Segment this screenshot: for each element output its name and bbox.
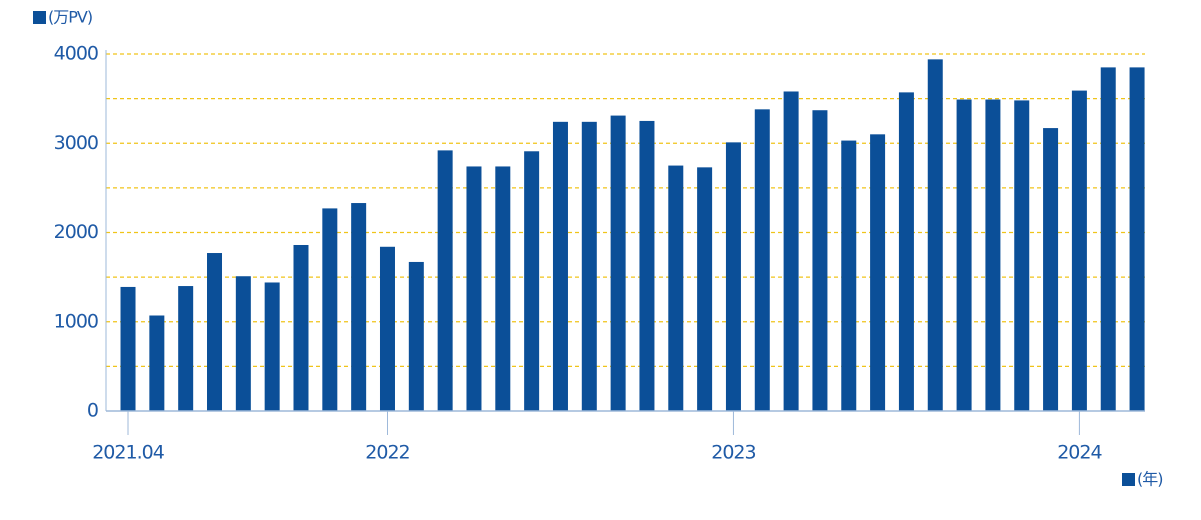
bar [235, 276, 251, 411]
y-tick-label: 2000 [54, 221, 98, 243]
y-tick-label: 0 [87, 400, 98, 422]
x-tick-label: 2023 [711, 442, 755, 464]
bar [437, 150, 453, 411]
bar [1071, 90, 1087, 411]
bar [322, 208, 338, 411]
bar [985, 99, 1001, 411]
bar [1100, 67, 1116, 411]
x-tick-label: 2022 [365, 442, 409, 464]
bar [870, 134, 886, 411]
bar [956, 99, 972, 411]
y-tick-label: 1000 [54, 310, 98, 332]
y-label-square [33, 11, 46, 24]
bar [207, 253, 223, 411]
bar [898, 92, 914, 411]
x-axis-label: (年) [1137, 470, 1163, 489]
bar [178, 286, 194, 411]
bar [783, 91, 799, 412]
bar [120, 286, 136, 411]
bar [1043, 128, 1059, 411]
bar [1129, 67, 1145, 411]
bar [408, 261, 424, 411]
bar [581, 121, 597, 411]
bar [149, 315, 165, 411]
bar [524, 151, 540, 411]
bar [466, 166, 482, 411]
bar [725, 142, 741, 412]
x-label-square [1122, 473, 1135, 486]
y-tick-label: 4000 [54, 43, 98, 65]
bar [495, 166, 511, 411]
bar [351, 203, 367, 411]
bar [668, 165, 684, 411]
bar [293, 244, 309, 411]
bar [552, 121, 568, 411]
y-tick-label: 3000 [54, 132, 98, 154]
y-axis-label: (万PV) [48, 8, 92, 27]
bar [927, 59, 943, 411]
bar [379, 246, 395, 411]
bar [841, 140, 857, 411]
bar [812, 110, 828, 411]
x-tick-label: 2021.04 [92, 442, 164, 464]
bar [754, 109, 770, 412]
x-tick-label: 2024 [1057, 442, 1102, 464]
bar [1014, 100, 1030, 411]
bar [610, 115, 626, 412]
bar [697, 167, 713, 411]
bar [639, 120, 655, 411]
bar [264, 282, 280, 411]
